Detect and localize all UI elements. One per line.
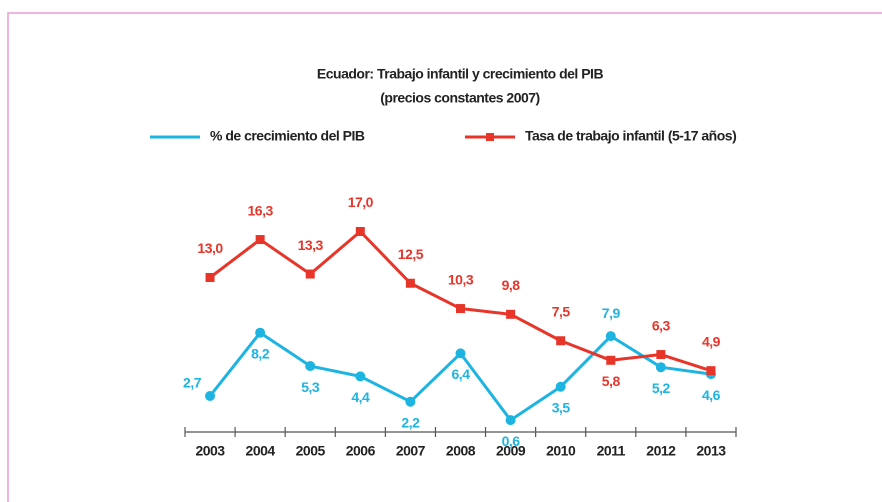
data-label: 7,9 (602, 305, 621, 321)
data-label: 9,8 (502, 277, 521, 293)
data-label: 3,5 (552, 399, 571, 415)
data-label: 4,6 (702, 387, 721, 403)
marker (355, 227, 365, 236)
legend-marker (486, 133, 494, 141)
frame (7, 12, 882, 502)
data-label: 6,3 (652, 317, 671, 333)
data-label: 12,5 (398, 246, 424, 262)
data-label: 0,6 (502, 433, 521, 449)
chart-subtitle: (precios constantes 2007) (380, 90, 539, 106)
x-tick-label: 2013 (696, 443, 726, 459)
marker (706, 366, 716, 376)
data-label: 16,3 (248, 202, 274, 218)
x-tick-label: 2009 (496, 443, 526, 459)
x-tick-label: 2004 (246, 443, 276, 459)
data-label: 17,0 (348, 194, 374, 210)
data-label: 2,7 (183, 375, 202, 391)
legend-label: % de crecimiento del PIB (210, 128, 365, 144)
data-label: 8,2 (251, 345, 270, 361)
marker (556, 336, 566, 346)
x-tick-label: 2005 (296, 443, 326, 459)
marker (606, 355, 616, 365)
marker (655, 362, 666, 373)
marker (555, 381, 566, 392)
data-label: 5,2 (652, 380, 671, 396)
chart-title: Ecuador: Trabajo infantil y crecimiento … (317, 66, 604, 82)
marker (605, 331, 616, 342)
marker (405, 396, 416, 407)
marker (305, 269, 315, 279)
data-label: 2,2 (401, 414, 420, 430)
marker (455, 348, 466, 359)
data-label: 10,3 (448, 271, 474, 287)
marker (456, 304, 465, 314)
data-label: 13,3 (298, 237, 324, 253)
x-tick-label: 2007 (396, 443, 426, 459)
x-tick-label: 2003 (195, 443, 225, 459)
marker (506, 309, 516, 319)
x-tick-label: 2010 (546, 443, 576, 459)
marker (205, 273, 215, 282)
x-tick-label: 2008 (446, 443, 476, 459)
marker (255, 327, 266, 338)
marker (505, 415, 516, 426)
x-tick-label: 2011 (597, 443, 626, 459)
data-label: 5,3 (301, 379, 320, 395)
marker (255, 235, 265, 245)
data-label: 7,5 (552, 303, 571, 319)
marker (405, 278, 415, 288)
data-label: 5,8 (602, 373, 621, 389)
marker (305, 361, 316, 372)
data-label: 6,4 (452, 366, 471, 382)
marker (656, 350, 666, 360)
x-tick-label: 2012 (646, 443, 676, 459)
data-label: 13,0 (197, 240, 223, 256)
marker (355, 371, 366, 382)
data-label: 4,9 (702, 333, 721, 349)
x-tick-label: 2006 (346, 443, 376, 459)
data-label: 4,4 (351, 389, 370, 405)
legend-label: Tasa de trabajo infantil (5-17 años) (525, 128, 736, 144)
marker (205, 390, 216, 401)
